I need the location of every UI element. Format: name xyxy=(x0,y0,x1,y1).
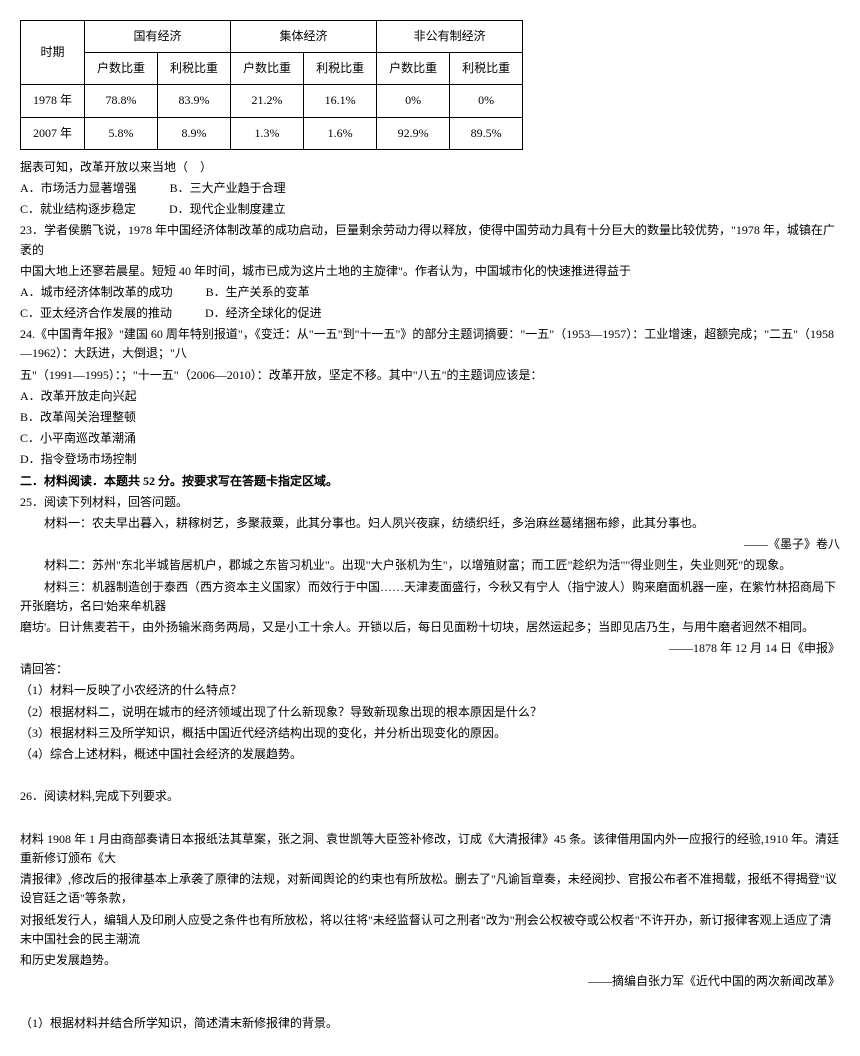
section2-title: 二．材料阅读．本题共 52 分。按要求写在答题卡指定区域。 xyxy=(20,472,840,491)
cell: 1.6% xyxy=(304,117,377,149)
q23-stem2: 中国大地上还寥若晨星。短短 40 年时间，城市已成为这片土地的主旋律"。作者认为… xyxy=(20,262,840,281)
q23-options-line1: A．城市经济体制改革的成功 B．生产关系的变革 xyxy=(20,283,840,302)
th-sub: 户数比重 xyxy=(231,53,304,85)
table-row: 1978 年 78.8% 83.9% 21.2% 16.1% 0% 0% xyxy=(21,85,523,117)
economy-table: 时期 国有经济 集体经济 非公有制经济 户数比重 利税比重 户数比重 利税比重 … xyxy=(20,20,523,150)
q25-intro: 25．阅读下列材料，回答问题。 xyxy=(20,493,840,512)
cell: 83.9% xyxy=(158,85,231,117)
q22-opt-d: D．现代企业制度建立 xyxy=(169,200,286,219)
q26-intro: 26．阅读材料,完成下列要求。 xyxy=(20,787,840,806)
cell: 89.5% xyxy=(450,117,523,149)
q24-opt-a: A．改革开放走向兴起 xyxy=(20,387,840,406)
q25-q4: （4）综合上述材料，概述中国社会经济的发展趋势。 xyxy=(20,745,840,764)
q22-opt-b: B．三大产业趋于合理 xyxy=(170,179,286,198)
q23-opt-d: D．经济全球化的促进 xyxy=(205,304,322,323)
q23-stem1: 23．学者侯鹏飞说，1978 年中国经济体制改革的成功启动，巨量剩余劳动力得以释… xyxy=(20,221,840,259)
q25-q3: （3）根据材料三及所学知识，概括中国近代经济结构出现的变化，并分析出现变化的原因… xyxy=(20,724,840,743)
q24-stem1: 24.《中国青年报》"建国 60 周年特别报道"，《变迁：从"一五"到"十一五"… xyxy=(20,325,840,363)
q22-opt-c: C．就业结构逐步稳定 xyxy=(20,200,136,219)
q25-m3: 材料三：机器制造创于泰西（西方资本主义国家）而效行于中国……天津麦面盛行，今秋又… xyxy=(20,578,840,616)
cell: 5.8% xyxy=(85,117,158,149)
th-sub: 利税比重 xyxy=(450,53,523,85)
cell: 1.3% xyxy=(231,117,304,149)
q25-m3-cite: ——1878 年 12 月 14 日《申报》 xyxy=(20,639,840,658)
q25-q1: （1）材料一反映了小农经济的什么特点？ xyxy=(20,681,840,700)
q23-opt-c: C．亚太经济合作发展的推动 xyxy=(20,304,172,323)
q25-m2: 材料二：苏州"东北半城皆居机户，郡城之东皆习机业"。出现"大户张机为生"，以增殖… xyxy=(20,556,840,575)
q22-options-line2: C．就业结构逐步稳定 D．现代企业制度建立 xyxy=(20,200,840,219)
q25-m3-2: 磨坊'。日计焦麦若干，由外扬输米商务两局，又是小工十余人。开锁以后，每日见面粉十… xyxy=(20,618,840,637)
q26-m1: 材料 1908 年 1 月由商部奏请日本报纸法其草案，张之洞、袁世凯等大臣签补修… xyxy=(20,830,840,868)
q23-options-line2: C．亚太经济合作发展的推动 D．经济全球化的促进 xyxy=(20,304,840,323)
cell: 0% xyxy=(377,85,450,117)
th-sub: 利税比重 xyxy=(158,53,231,85)
cell: 21.2% xyxy=(231,85,304,117)
q24-stem2: 五"（1991—1995）：；"十一五"（2006—2010）：改革开放，坚定不… xyxy=(20,366,840,385)
cell: 1978 年 xyxy=(21,85,85,117)
cell: 92.9% xyxy=(377,117,450,149)
q26-m3: 对报纸发行人，编辑人及印刷人应受之条件也有所放松，将以往将"未经监督认可之刑者"… xyxy=(20,911,840,949)
q25-q2: （2）根据材料二，说明在城市的经济领域出现了什么新现象？导致新现象出现的根本原因… xyxy=(20,703,840,722)
q24-opt-c: C．小平南巡改革潮涌 xyxy=(20,429,840,448)
cell: 8.9% xyxy=(158,117,231,149)
cell: 78.8% xyxy=(85,85,158,117)
q25-ask: 请回答： xyxy=(20,660,840,679)
q25-m1: 材料一：农夫早出暮入，耕稼树艺，多聚菽粟，此其分事也。妇人夙兴夜寐，纺绩织纴，多… xyxy=(20,514,840,533)
th-nonpublic: 非公有制经济 xyxy=(377,21,523,53)
q25-m1-cite: ——《墨子》卷八 xyxy=(20,535,840,554)
q22-stem: 据表可知，改革开放以来当地（ ） xyxy=(20,158,840,177)
th-sub: 户数比重 xyxy=(85,53,158,85)
th-sub: 户数比重 xyxy=(377,53,450,85)
th-state: 国有经济 xyxy=(85,21,231,53)
q26-cite: ——摘编自张力军《近代中国的两次新闻改革》 xyxy=(20,972,840,991)
q23-opt-a: A．城市经济体制改革的成功 xyxy=(20,283,173,302)
q26-m4: 和历史发展趋势。 xyxy=(20,951,840,970)
q24-opt-d: D．指令登场市场控制 xyxy=(20,450,840,469)
q24-opt-b: B．改革闯关治理整顿 xyxy=(20,408,840,427)
cell: 0% xyxy=(450,85,523,117)
q26-q1: （1）根据材料并结合所学知识，简述清末新修报律的背景。 xyxy=(20,1014,840,1033)
th-sub: 利税比重 xyxy=(304,53,377,85)
table-row: 2007 年 5.8% 8.9% 1.3% 1.6% 92.9% 89.5% xyxy=(21,117,523,149)
cell: 16.1% xyxy=(304,85,377,117)
th-collective: 集体经济 xyxy=(231,21,377,53)
q23-opt-b: B．生产关系的变革 xyxy=(206,283,310,302)
q22-opt-a: A．市场活力显著增强 xyxy=(20,179,137,198)
q22-options-line1: A．市场活力显著增强 B．三大产业趋于合理 xyxy=(20,179,840,198)
cell: 2007 年 xyxy=(21,117,85,149)
q26-m2: 清报律》,修改后的报律基本上承袭了原律的法规，对新闻舆论的约束也有所放松。删去了… xyxy=(20,870,840,908)
th-period: 时期 xyxy=(21,21,85,85)
